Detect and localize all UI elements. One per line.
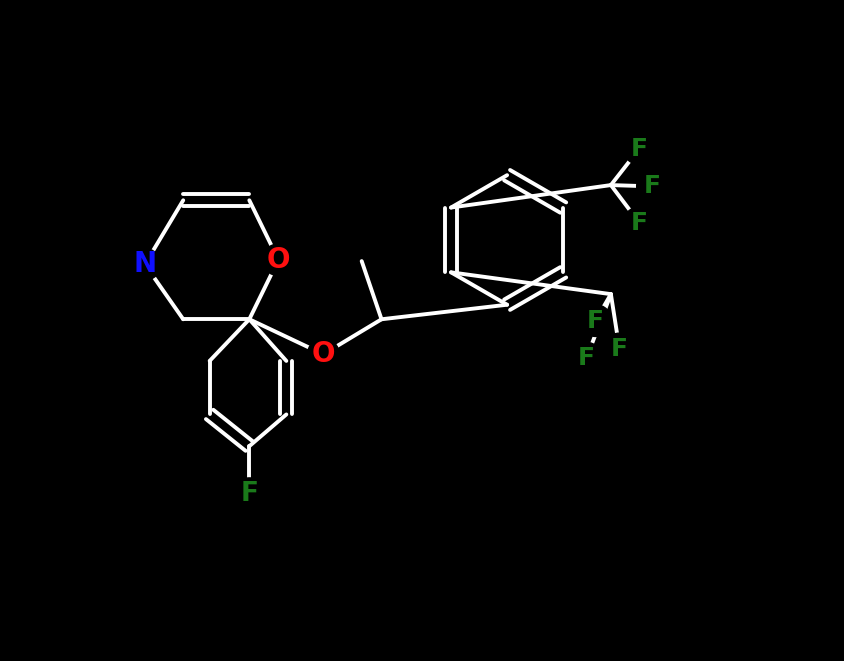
Text: F: F (643, 175, 660, 198)
Text: N: N (133, 251, 156, 278)
Circle shape (307, 338, 338, 370)
Circle shape (623, 133, 654, 165)
Circle shape (636, 171, 668, 202)
Circle shape (603, 333, 635, 365)
Text: O: O (267, 246, 289, 274)
Text: F: F (630, 211, 647, 235)
Text: F: F (587, 309, 603, 332)
Text: F: F (610, 337, 627, 361)
Circle shape (233, 478, 265, 510)
Text: O: O (311, 340, 335, 368)
Circle shape (579, 305, 611, 336)
Circle shape (262, 244, 294, 276)
Text: F: F (630, 137, 647, 161)
Circle shape (129, 249, 160, 280)
Text: F: F (577, 346, 594, 370)
Circle shape (570, 342, 602, 374)
Circle shape (623, 207, 654, 239)
Text: F: F (240, 481, 258, 507)
